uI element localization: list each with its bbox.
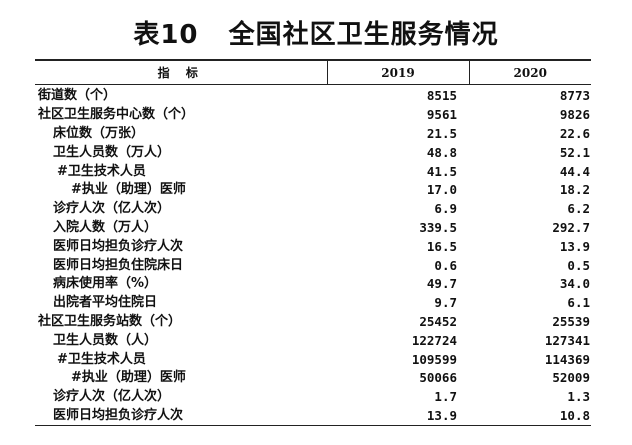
- value-2019: 17.0: [426, 182, 457, 198]
- value-2020: 0.5: [567, 257, 590, 273]
- value-2019: 41.5: [426, 163, 457, 179]
- header-row: 指 标 2019 2020: [35, 59, 591, 85]
- table-row: 床位数（万张） 21.5 22.6: [35, 125, 591, 144]
- row-label: 医师日均担负诊疗人次: [53, 238, 184, 254]
- table-row: 医师日均担负诊疗人次 13.9 10.8: [35, 406, 591, 427]
- header-year-2020: 2020: [468, 59, 591, 85]
- value-2019: 6.9: [434, 201, 457, 217]
- value-2019: 49.7: [426, 276, 457, 292]
- value-2019: 339.5: [419, 219, 457, 235]
- value-2019: 8515: [426, 88, 457, 104]
- value-2019: 48.8: [426, 144, 457, 160]
- row-label: 社区卫生服务站数（个）: [38, 313, 182, 329]
- table-row: 街道数（个） 8515 8773: [35, 85, 591, 106]
- row-label: 卫生人员数（万人）: [53, 144, 171, 160]
- value-2019: 109599: [411, 351, 457, 367]
- value-2020: 25539: [552, 313, 590, 329]
- row-label: 医师日均担负诊疗人次: [35, 406, 327, 427]
- row-label: 社区卫生服务中心数（个）: [38, 107, 195, 123]
- value-2020: 1.3: [567, 389, 590, 405]
- value-2020: 6.1: [567, 295, 590, 311]
- row-label: 卫生人员数（人）: [53, 332, 158, 348]
- value-2020: 292.7: [552, 219, 590, 235]
- value-2020: 6.2: [567, 201, 590, 217]
- value-2019: 122724: [411, 332, 457, 348]
- value-2020: 9826: [559, 107, 590, 123]
- table-row: 诊疗人次（亿人次） 1.7 1.3: [35, 388, 591, 407]
- value-2020: 52.1: [559, 144, 590, 160]
- value-2020: 127341: [544, 332, 590, 348]
- value-2020: 52009: [552, 370, 590, 386]
- table-row: 病床使用率（%） 49.7 34.0: [35, 275, 591, 294]
- table-header: 指 标 2019 2020: [35, 59, 591, 85]
- value-2019: 21.5: [426, 125, 457, 141]
- value-2019: 16.5: [426, 238, 457, 254]
- table-row: #执业（助理）医师 17.0 18.2: [35, 181, 591, 200]
- row-label: 街道数（个）: [38, 88, 117, 104]
- table-row: 卫生人员数（人） 122724 127341: [35, 331, 591, 350]
- row-label: 出院者平均住院日: [53, 295, 158, 311]
- header-indicator: 指 标: [35, 59, 327, 85]
- value-2020: 22.6: [559, 125, 590, 141]
- value-2020: 18.2: [559, 182, 590, 198]
- row-label: #卫生技术人员: [57, 351, 146, 367]
- row-label: 诊疗人次（亿人次）: [53, 201, 171, 217]
- row-label: 诊疗人次（亿人次）: [53, 389, 171, 405]
- row-label: #卫生技术人员: [57, 163, 146, 179]
- table-row: 社区卫生服务中心数（个） 9561 9826: [35, 106, 591, 125]
- value-2020: 34.0: [559, 276, 590, 292]
- value-2019: 0.6: [434, 257, 457, 273]
- table-row: 卫生人员数（万人） 48.8 52.1: [35, 143, 591, 162]
- value-2020: 10.8: [469, 406, 591, 427]
- row-label: 床位数（万张）: [53, 125, 145, 141]
- table-row: #卫生技术人员 109599 114369: [35, 350, 591, 369]
- table-row: 医师日均担负诊疗人次 16.5 13.9: [35, 237, 591, 256]
- row-label: #执业（助理）医师: [71, 182, 186, 198]
- value-2020: 8773: [559, 88, 590, 104]
- row-label: 入院人数（万人）: [53, 219, 158, 235]
- table-row: 社区卫生服务站数（个） 25452 25539: [35, 313, 591, 332]
- row-label: #执业（助理）医师: [71, 370, 186, 386]
- value-2020: 114369: [544, 351, 590, 367]
- row-label: 医师日均担负住院床日: [53, 257, 184, 273]
- value-2019: 9561: [426, 107, 457, 123]
- table-row: 医师日均担负住院床日 0.6 0.5: [35, 256, 591, 275]
- header-year-2019: 2019: [326, 59, 469, 85]
- value-2019: 25452: [419, 313, 457, 329]
- value-2019: 13.9: [327, 406, 469, 427]
- table-row: 诊疗人次（亿人次） 6.9 6.2: [35, 200, 591, 219]
- community-health-table: 指 标 2019 2020 街道数（个） 8515 8773 社区卫生服务中心数（个）…: [35, 59, 591, 427]
- table-row: 入院人数（万人） 339.5 292.7: [35, 219, 591, 238]
- value-2020: 13.9: [559, 238, 590, 254]
- value-2019: 50066: [419, 370, 457, 386]
- table-row: #卫生技术人员 41.5 44.4: [35, 162, 591, 181]
- value-2019: 9.7: [434, 295, 457, 311]
- table-row: #执业（助理）医师 50066 52009: [35, 369, 591, 388]
- row-label: 病床使用率（%）: [53, 276, 158, 292]
- table-row: 出院者平均住院日 9.7 6.1: [35, 294, 591, 313]
- table-title: 表10 全国社区卫生服务情况: [133, 20, 499, 50]
- value-2020: 44.4: [559, 163, 590, 179]
- value-2019: 1.7: [434, 389, 457, 405]
- table-body: 街道数（个） 8515 8773 社区卫生服务中心数（个） 9561 9826 床位数（万张…: [35, 85, 591, 427]
